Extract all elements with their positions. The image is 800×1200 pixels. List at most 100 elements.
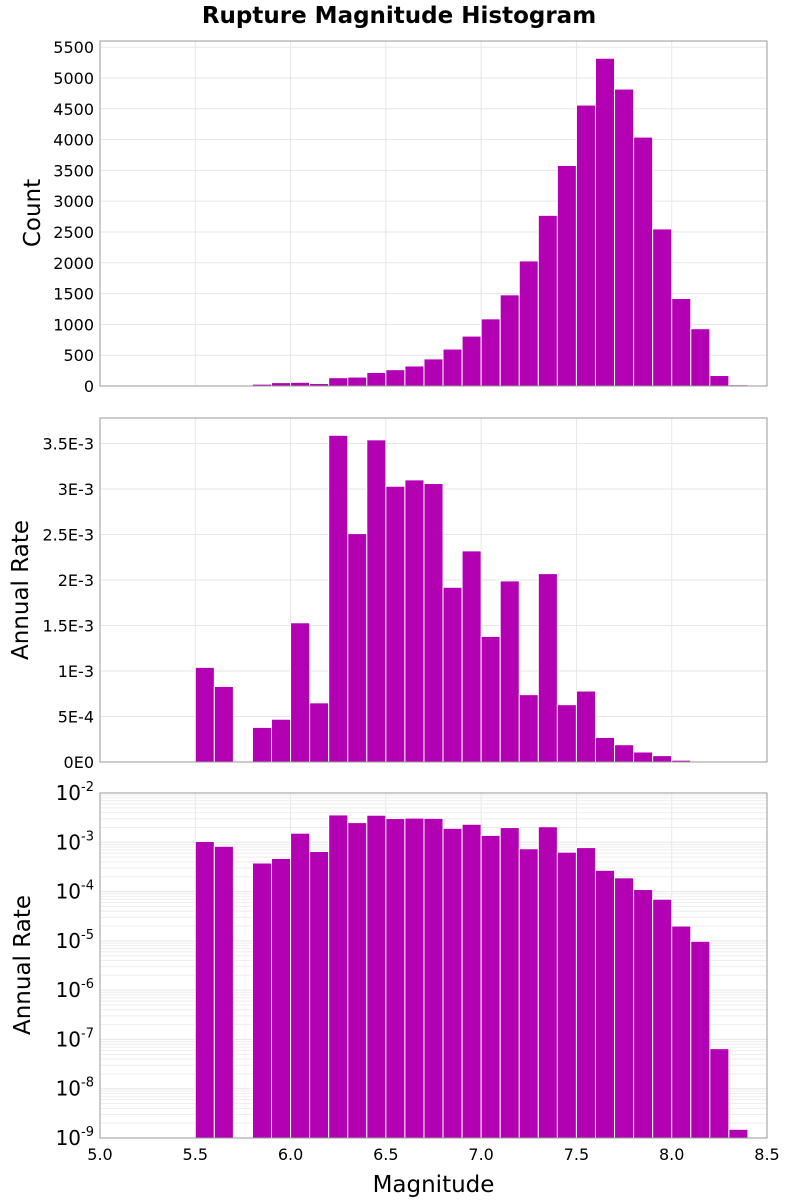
histogram-bar: M 7.65: 0.00027 <box>594 736 616 763</box>
y-tick-label: 3E-3 <box>58 480 94 499</box>
histogram-bar: M 7.05: 0.00138 <box>480 635 501 763</box>
y-axis-label: Annual Rate <box>10 895 36 1035</box>
y-tick-label: 10-6 <box>56 977 94 1002</box>
histogram-bar: M 7.15: 0.00199 <box>499 827 520 1139</box>
histogram-bar: M 6.15: 0.00065 <box>309 851 330 1139</box>
x-tick-labels: 5.0 5.5 6.0 6.5 7.0 7.5 8.0 8.5 <box>87 1145 779 1164</box>
y-tick-label: 0E0 <box>64 753 94 772</box>
histogram-bar: M 7.15: 1480 <box>499 294 520 387</box>
histogram-bar: M 7.55: 0.00078 <box>575 690 596 763</box>
histogram-bar: M 6.45: 220 <box>366 371 387 387</box>
histogram-bar: M 7.65: 5320 <box>594 57 616 387</box>
histogram-bar: M 6.75: 0.00306 <box>423 817 444 1139</box>
histogram-bar: M 6.85: 0.00192 <box>442 827 463 1139</box>
histogram-bar: M 7.05: 1090 <box>480 318 501 387</box>
histogram-bar: M 7.25: 2030 <box>518 260 539 387</box>
y-axis-label: Count <box>20 179 46 247</box>
y-tick-label: 2500 <box>53 223 94 242</box>
histogram-bar: M 7.55: 4560 <box>575 104 596 387</box>
y-tick-labels: 10-9 10-8 10-7 10-6 10-5 10-4 10-3 10-2 <box>56 780 94 1150</box>
histogram-bar: M 6.45: 0.00354 <box>366 439 387 763</box>
histogram-bar: M 6.75: 0.00306 <box>423 483 444 763</box>
histogram-bar: M 8.15: 930 <box>690 328 711 387</box>
histogram-bar: M 7.35: 0.00207 <box>537 826 558 1139</box>
histogram-bar: M 6.55: 0.00303 <box>385 485 406 763</box>
histogram-bar: M 5.95: 0.00047 <box>271 857 292 1139</box>
histogram-bar: M 7.25: 0.00074 <box>518 694 539 763</box>
bars: M 5.55: 0.00104M 5.65: 0.00083 M 5.85: 0.… <box>194 434 749 763</box>
y-tick-label: 1500 <box>53 285 94 304</box>
histogram-bar: M 7.45: 0.00063 <box>556 851 577 1139</box>
plot-frame <box>99 40 768 387</box>
histogram-bar: M 8.35: 1.5e-9 <box>728 1128 749 1139</box>
y-tick-labels: 0 500 1000 1500 2000 2500 3000 3500 4000 4500 5000… <box>53 38 94 396</box>
histogram-bar: M 6.05: 0.00153 <box>290 622 311 763</box>
histogram-bar: M 6.55: 265 <box>385 369 406 387</box>
y-tick-label: 1E-3 <box>58 662 94 681</box>
plot-frame <box>99 417 768 763</box>
plot-frame <box>99 792 768 1139</box>
bars: M 5.55: 0.00104M 5.65: 0.00083 M 5.85: 0.… <box>194 814 749 1139</box>
histogram-bar: M 6.55: 0.00303 <box>385 818 406 1139</box>
histogram-bar: M 5.55: 0.00104 <box>194 666 215 763</box>
histogram-bar: M 7.55: 0.00078 <box>575 847 596 1139</box>
y-tick-label: 4000 <box>53 131 94 150</box>
histogram-bar: M 6.05: 60 <box>290 381 311 387</box>
histogram-bar: M 7.75: 4820 <box>614 88 635 387</box>
y-tick-label: 1.5E-3 <box>42 616 94 635</box>
y-tick-label: 5500 <box>53 38 94 57</box>
histogram-bar: M 5.55: 0.00104 <box>194 840 215 1139</box>
histogram-bar: M 7.05: 0.00138 <box>480 834 501 1139</box>
histogram-bar: M 8.15: 0.0000098 <box>690 940 711 1139</box>
y-tick-label: 2E-3 <box>58 571 94 590</box>
y-axis-label: Annual Rate <box>8 520 34 660</box>
x-tick-label: 5.0 <box>87 1145 112 1164</box>
y-tick-label: 1000 <box>53 315 94 334</box>
histogram-bar: M 5.65: 0.00083 <box>213 685 234 763</box>
histogram-bar: M 8.25: 170 <box>709 375 730 387</box>
histogram-bar: M 5.95: 55 <box>271 382 292 387</box>
x-tick-label: 7.0 <box>468 1145 493 1164</box>
y-tick-label: 10-7 <box>56 1026 94 1051</box>
y-tick-label: 2000 <box>53 254 94 273</box>
y-tick-label: 10-4 <box>56 879 94 904</box>
histogram-bar: M 7.25: 0.00074 <box>518 848 539 1139</box>
x-tick-label: 6.5 <box>373 1145 398 1164</box>
histogram-bar: M 6.95: 0.00232 <box>461 550 482 763</box>
annual-rate-linear-panel: M 5.55: 0.00104M 5.65: 0.00083 M 5.85: 0.… <box>8 417 768 772</box>
histogram-bar: M 6.65: 0.0031 <box>404 479 425 763</box>
histogram-bar: M 7.75: 0.00019 <box>614 877 635 1139</box>
y-tick-label: 10-2 <box>56 780 94 805</box>
histogram-bar: M 6.35: 0.00251 <box>347 533 368 763</box>
y-tick-label: 5E-4 <box>58 707 94 726</box>
x-axis-label: Magnitude <box>373 1172 495 1198</box>
histogram-bar: M 6.25: 0.00359 <box>328 814 349 1139</box>
histogram-bar: M 7.95: 0.00007 <box>652 898 673 1139</box>
annual-rate-log-panel: M 5.55: 0.00104M 5.65: 0.00083 M 5.85: 0.… <box>10 780 780 1198</box>
y-tick-label: 0 <box>84 377 94 396</box>
x-tick-label: 7.5 <box>564 1145 589 1164</box>
x-tick-label: 8.0 <box>659 1145 684 1164</box>
histogram-bar: M 6.05: 0.00153 <box>290 832 311 1139</box>
y-tick-label: 3000 <box>53 192 94 211</box>
histogram-bar: M 7.35: 2770 <box>537 214 558 387</box>
y-tick-label: 4500 <box>53 100 94 119</box>
histogram-bar: M 5.65: 0.00083 <box>213 845 234 1139</box>
bars: M 5.55: 5M 5.65: 8M 5.85: 30M 5.95: 55M … <box>194 57 749 387</box>
histogram-bar: M 5.85: 0.00038 <box>251 726 273 763</box>
chart-title: Rupture Magnitude Histogram <box>202 3 596 29</box>
histogram-bar: M 7.95: 0.00007 <box>652 755 673 763</box>
histogram-bar: M 7.15: 0.00199 <box>499 580 520 763</box>
y-tick-label: 3.5E-3 <box>42 434 94 453</box>
histogram-bar: M 5.85: 0.00038 <box>251 862 273 1139</box>
histogram-bar: M 7.35: 0.00207 <box>537 573 558 763</box>
histogram-bar: M 6.85: 0.00192 <box>442 586 463 763</box>
y-tick-label: 10-9 <box>56 1125 94 1150</box>
y-tick-label: 10-3 <box>56 829 94 854</box>
histogram-bar: M 6.45: 0.00354 <box>366 814 387 1139</box>
histogram-bar: M 6.95: 810 <box>461 335 482 387</box>
histogram-bar: M 6.35: 0.00251 <box>347 822 368 1139</box>
histogram-bar: M 7.85: 4040 <box>633 136 654 387</box>
histogram-bar: M 6.75: 440 <box>423 358 444 387</box>
histogram-bar: M 7.65: 0.00027 <box>594 869 616 1139</box>
